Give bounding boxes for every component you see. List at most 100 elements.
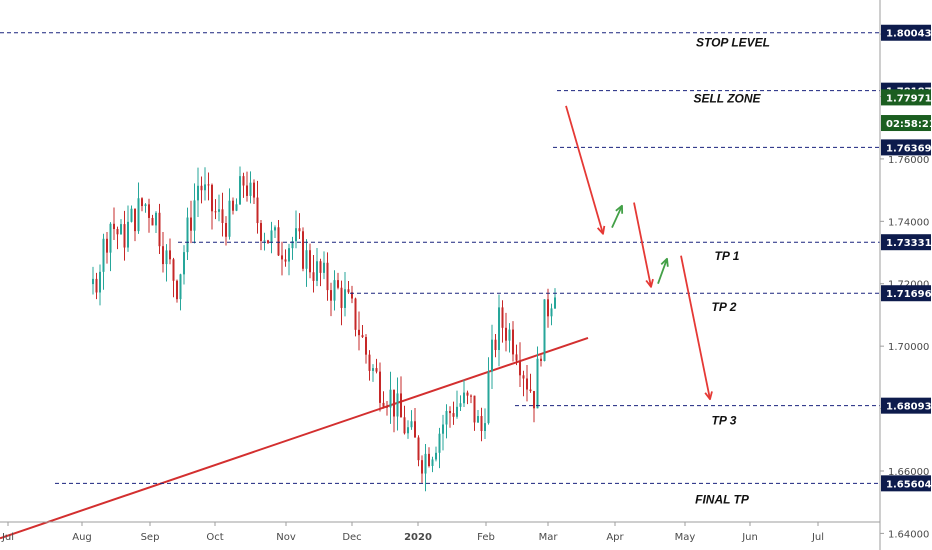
forecast-arrow[interactable] bbox=[612, 206, 622, 228]
price-tags-layer: 1.800431.781871.763691.733311.716961.680… bbox=[881, 25, 932, 492]
candle bbox=[159, 204, 161, 254]
candle bbox=[201, 176, 203, 203]
candle bbox=[250, 171, 252, 203]
candle bbox=[383, 391, 385, 408]
candle bbox=[348, 281, 350, 294]
svg-text:1.65604: 1.65604 bbox=[886, 479, 932, 490]
level-note-label: TP 2 bbox=[712, 300, 737, 314]
candle bbox=[124, 211, 126, 261]
candle bbox=[236, 198, 238, 211]
price-level-tag: 1.71696 bbox=[881, 285, 932, 301]
candle bbox=[404, 406, 406, 435]
candle bbox=[414, 408, 416, 438]
candle bbox=[495, 334, 497, 357]
candle bbox=[292, 237, 294, 260]
candle bbox=[502, 300, 504, 342]
forecast-arrows-layer bbox=[566, 106, 712, 399]
time-tick-label: Oct bbox=[206, 532, 223, 543]
candle bbox=[260, 220, 262, 250]
svg-text:1.80043: 1.80043 bbox=[886, 29, 932, 40]
level-note-label: SELL ZONE bbox=[693, 92, 761, 106]
candle bbox=[204, 167, 206, 200]
candle bbox=[194, 183, 196, 243]
candle bbox=[180, 274, 182, 311]
candle bbox=[162, 232, 164, 272]
candle bbox=[474, 396, 476, 431]
candle bbox=[488, 357, 490, 424]
candle bbox=[316, 248, 318, 286]
candle bbox=[351, 286, 353, 303]
candle bbox=[152, 215, 154, 226]
candle bbox=[232, 198, 234, 215]
candle bbox=[418, 435, 420, 466]
candle bbox=[467, 391, 469, 404]
candle bbox=[103, 234, 105, 290]
candle bbox=[274, 225, 276, 238]
forecast-arrow[interactable] bbox=[634, 203, 653, 287]
svg-text:1.76369: 1.76369 bbox=[886, 143, 932, 154]
candle bbox=[183, 245, 185, 284]
candle bbox=[551, 304, 553, 326]
svg-text:02:58:21: 02:58:21 bbox=[886, 119, 932, 130]
time-tick-label: Nov bbox=[276, 532, 296, 543]
candle bbox=[334, 270, 336, 310]
support-trendline[interactable] bbox=[0, 338, 588, 538]
candle bbox=[218, 195, 220, 222]
candle bbox=[148, 199, 150, 233]
candle bbox=[99, 264, 101, 305]
candle bbox=[372, 364, 374, 382]
candle bbox=[141, 197, 143, 211]
time-tick-label: Apr bbox=[606, 532, 624, 543]
candle bbox=[313, 255, 315, 292]
candle bbox=[173, 258, 175, 297]
candle bbox=[519, 342, 521, 387]
candle bbox=[386, 401, 388, 416]
candle bbox=[257, 181, 259, 234]
time-axis[interactable]: Jul Aug Sep Oct Nov Dec 2020 Feb Mar Apr May Jun Jul bbox=[0, 522, 880, 543]
time-tick-label: Aug bbox=[72, 532, 92, 543]
svg-text:1.68093: 1.68093 bbox=[886, 402, 932, 413]
candle bbox=[456, 391, 458, 419]
forecast-arrow[interactable] bbox=[566, 106, 604, 234]
candle bbox=[358, 312, 360, 351]
price-tick-label: 1.70000 bbox=[888, 342, 929, 353]
candle bbox=[215, 199, 217, 219]
candle bbox=[344, 272, 346, 316]
forecast-arrow[interactable] bbox=[658, 259, 668, 284]
candle bbox=[512, 321, 514, 361]
time-tick-label: Mar bbox=[539, 532, 559, 543]
candle bbox=[92, 267, 94, 295]
forecast-arrow[interactable] bbox=[681, 256, 712, 400]
time-tick-label: 2020 bbox=[404, 532, 432, 543]
candle bbox=[299, 213, 301, 239]
candle bbox=[155, 211, 157, 233]
candle bbox=[306, 239, 308, 287]
candle bbox=[428, 447, 430, 467]
candle bbox=[509, 323, 511, 352]
candle bbox=[505, 313, 507, 351]
time-tick-label: Dec bbox=[342, 532, 361, 543]
candle bbox=[449, 406, 451, 427]
candle bbox=[523, 371, 525, 396]
candle bbox=[526, 365, 528, 401]
time-tick-label: Sep bbox=[141, 532, 160, 543]
candle bbox=[554, 288, 556, 309]
candle bbox=[243, 173, 245, 198]
candle bbox=[138, 182, 140, 233]
candle bbox=[533, 391, 535, 422]
candles-layer bbox=[2, 0, 556, 491]
candle bbox=[96, 273, 98, 299]
candle bbox=[432, 457, 434, 472]
price-axis[interactable]: 1.640001.660001.680001.700001.720001.740… bbox=[880, 0, 929, 550]
candle bbox=[498, 294, 500, 366]
candle bbox=[127, 206, 129, 252]
candle bbox=[222, 193, 224, 237]
candle bbox=[145, 203, 147, 213]
candle bbox=[302, 227, 304, 271]
candle bbox=[397, 378, 399, 431]
candle bbox=[267, 240, 269, 244]
price-level-tag: 1.68093 bbox=[881, 398, 932, 414]
candle bbox=[393, 390, 395, 433]
candle bbox=[341, 281, 343, 326]
